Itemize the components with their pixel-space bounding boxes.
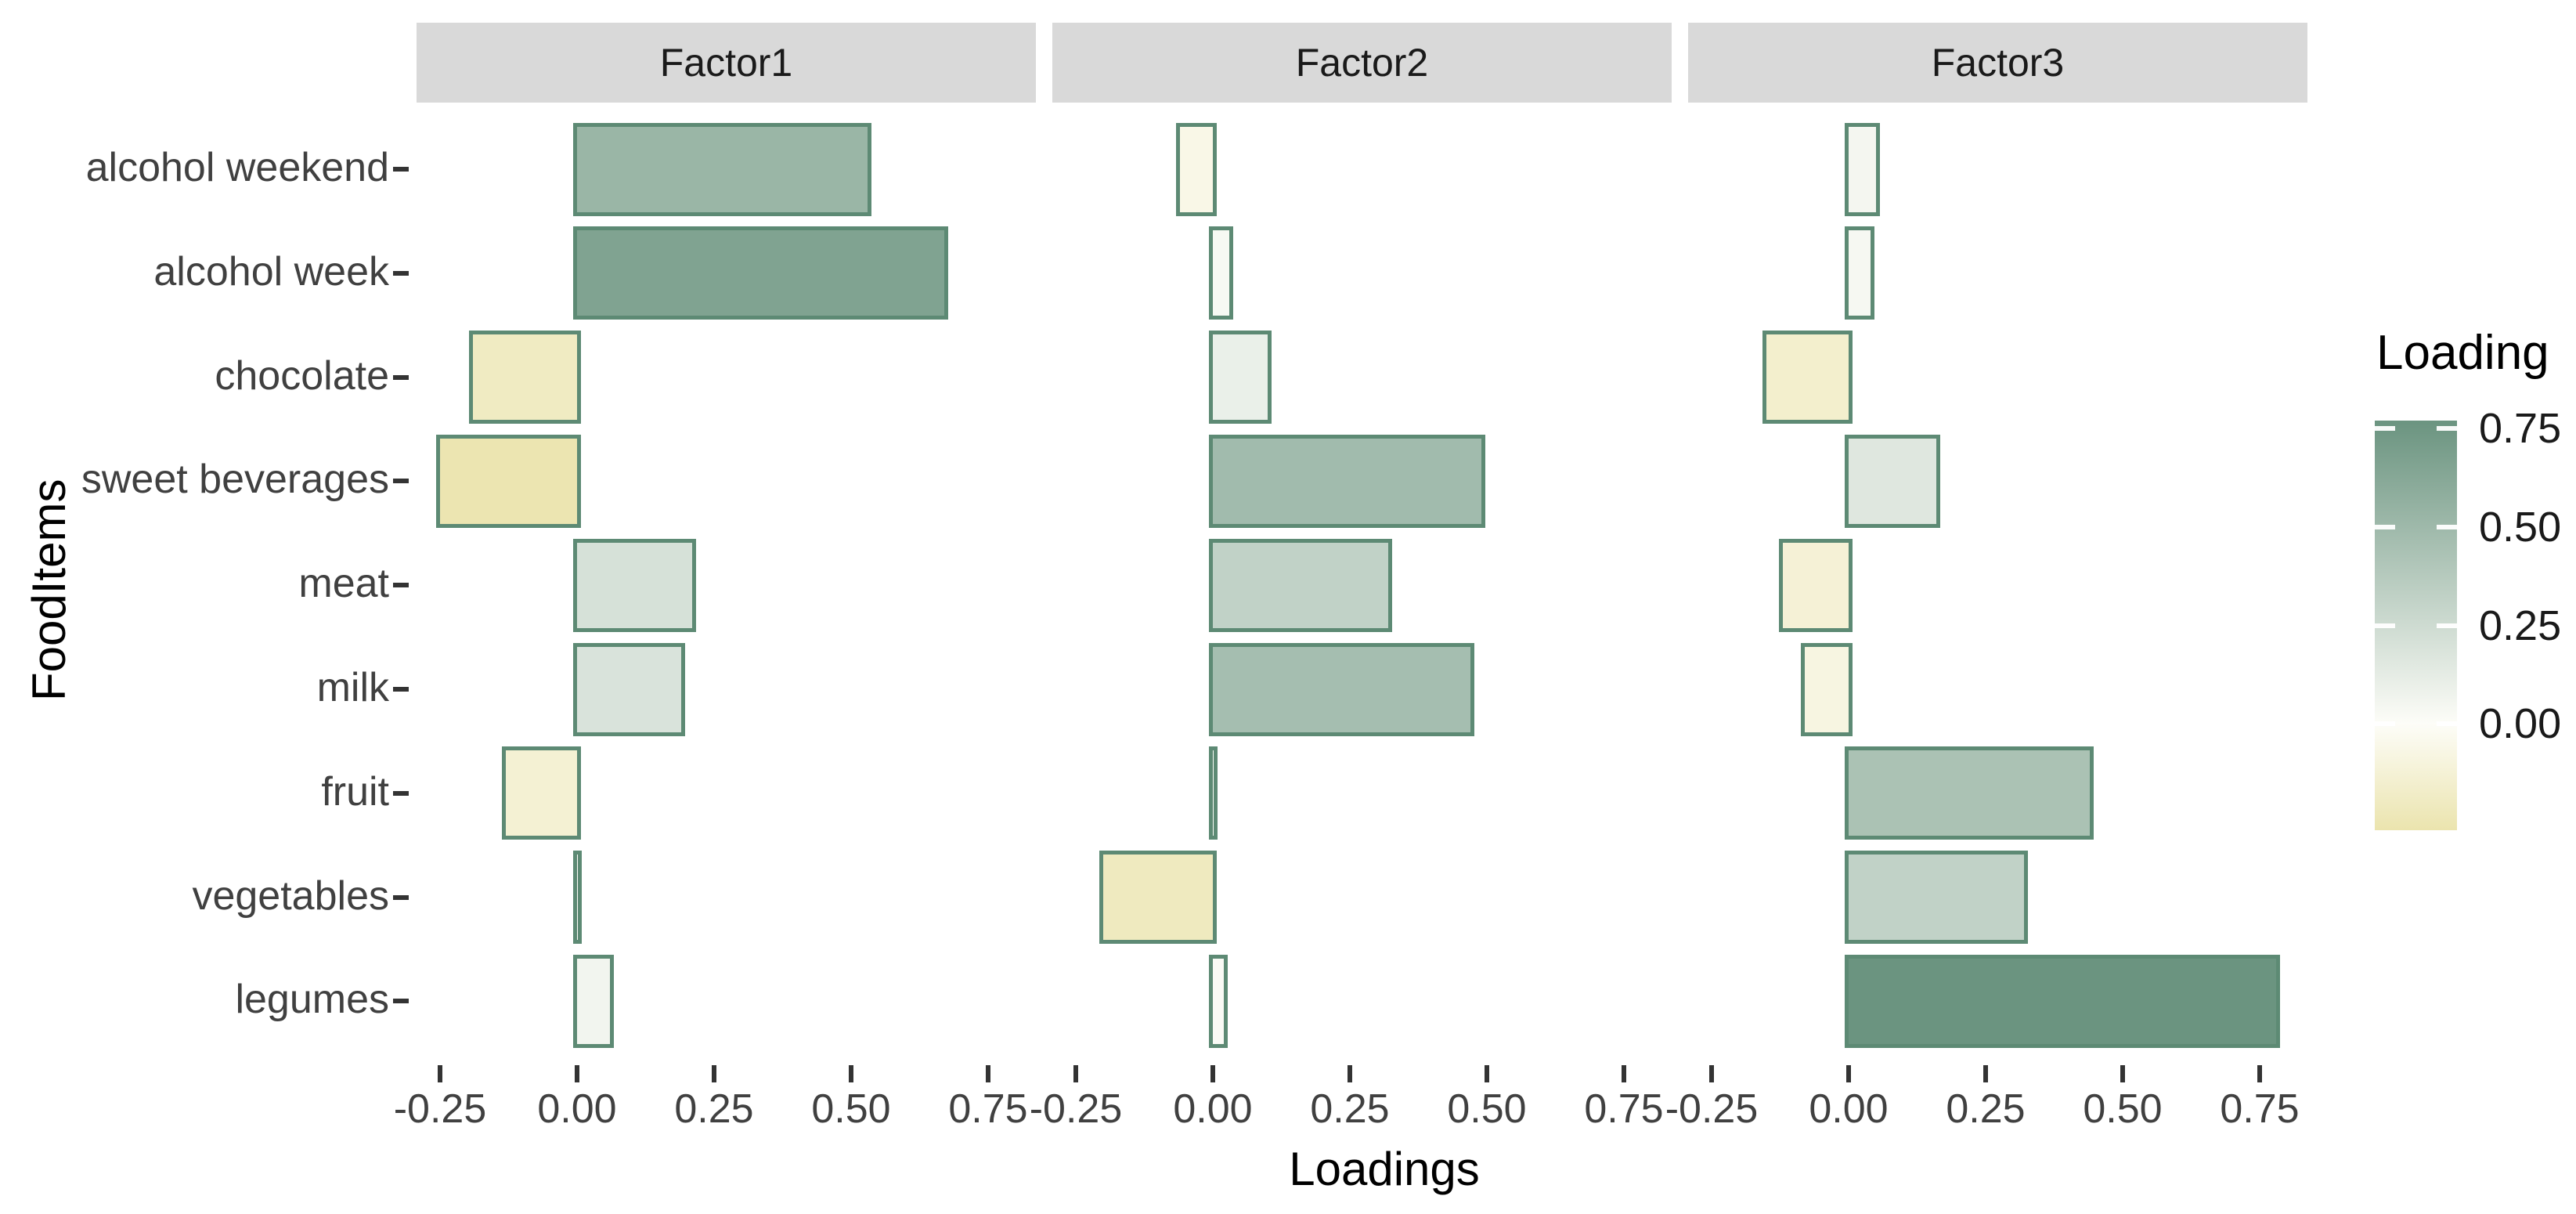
- y-tick-mark: [393, 687, 409, 692]
- x-axis-title: Loadings: [1289, 1143, 1480, 1195]
- bar-chocolate-factor2: [1209, 331, 1272, 425]
- x-tick-mark: [1485, 1065, 1489, 1082]
- bar-sweet-beverages-factor2: [1209, 434, 1485, 528]
- y-tick-mark: [393, 999, 409, 1004]
- y-label-fruit: fruit: [321, 768, 389, 815]
- facet-panel-factor1: [417, 103, 1036, 1065]
- x-tick-label: 0.00: [1173, 1086, 1253, 1132]
- bar-meat-factor2: [1209, 538, 1392, 632]
- bar-sweet-beverages-factor1: [436, 434, 581, 528]
- legend-tick-left: [2375, 721, 2395, 727]
- y-label-legumes: legumes: [235, 977, 389, 1023]
- x-tick-label: 0.75: [948, 1086, 1028, 1132]
- bar-legumes-factor3: [1845, 954, 2280, 1048]
- facet-panel-factor3: [1688, 103, 2307, 1065]
- bar-legumes-factor2: [1209, 954, 1228, 1048]
- bar-milk-factor1: [573, 642, 685, 736]
- x-tick-label: 0.25: [1310, 1086, 1390, 1132]
- x-tick-label: 0.00: [537, 1086, 617, 1132]
- y-tick-mark: [393, 167, 409, 172]
- bar-chocolate-factor3: [1762, 331, 1853, 425]
- x-tick-mark: [2257, 1065, 2262, 1082]
- x-tick-label: -0.25: [1665, 1086, 1759, 1132]
- facet-strip-factor3: Factor3: [1688, 23, 2307, 103]
- legend-tick-left: [2375, 426, 2395, 432]
- legend-tick-left: [2375, 623, 2395, 628]
- bar-milk-factor2: [1209, 642, 1474, 736]
- y-tick-mark: [393, 583, 409, 588]
- bar-alcohol-weekend-factor2: [1176, 122, 1217, 216]
- x-tick-mark: [1622, 1065, 1626, 1082]
- y-tick-mark: [393, 479, 409, 484]
- bar-fruit-factor2: [1209, 746, 1218, 840]
- bar-meat-factor3: [1779, 538, 1853, 632]
- y-label-alcohol-week: alcohol week: [153, 248, 389, 294]
- x-tick-label: -0.25: [393, 1086, 487, 1132]
- legend-tick-left: [2375, 524, 2395, 529]
- y-label-alcohol-weekend: alcohol weekend: [85, 145, 389, 190]
- y-tick-mark: [393, 270, 409, 276]
- legend-tick-label: 0.25: [2479, 602, 2562, 649]
- legend-tick-right: [2437, 623, 2457, 628]
- legend-tick-label: 0.00: [2479, 700, 2562, 748]
- x-tick-label: 0.75: [2220, 1086, 2300, 1132]
- y-tick-mark: [393, 790, 409, 796]
- x-tick-mark: [986, 1065, 990, 1082]
- bar-legumes-factor1: [573, 954, 614, 1048]
- x-tick-label: 0.50: [811, 1086, 891, 1132]
- y-label-milk: milk: [316, 665, 389, 710]
- bar-chocolate-factor1: [469, 331, 581, 425]
- y-tick-mark: [393, 894, 409, 900]
- bar-vegetables-factor2: [1099, 851, 1217, 945]
- x-tick-label: 0.25: [1946, 1086, 2026, 1132]
- bar-milk-factor3: [1801, 642, 1853, 736]
- y-tick-mark: [393, 374, 409, 380]
- y-label-vegetables: vegetables: [192, 873, 389, 919]
- y-label-chocolate: chocolate: [215, 352, 389, 399]
- facet-panel-factor2: [1052, 103, 1672, 1065]
- x-tick-mark: [2120, 1065, 2125, 1082]
- x-tick-label: -0.25: [1029, 1086, 1123, 1132]
- x-tick-mark: [1210, 1065, 1215, 1082]
- bar-alcohol-week-factor3: [1845, 226, 1874, 320]
- bar-fruit-factor1: [502, 746, 581, 840]
- legend-tick-right: [2437, 524, 2457, 529]
- x-tick-mark: [712, 1065, 716, 1082]
- x-tick-label: 0.25: [674, 1086, 754, 1132]
- x-tick-mark: [438, 1065, 442, 1082]
- legend-tick-right: [2437, 721, 2457, 727]
- bar-fruit-factor3: [1845, 746, 2094, 840]
- x-tick-label: 0.75: [1584, 1086, 1664, 1132]
- x-tick-label: 0.50: [2083, 1086, 2163, 1132]
- x-tick-mark: [1709, 1065, 1714, 1082]
- facet-strip-factor2: Factor2: [1052, 23, 1672, 103]
- legend-tick-label: 0.50: [2479, 503, 2562, 551]
- bar-alcohol-weekend-factor3: [1845, 122, 1880, 216]
- bar-alcohol-week-factor2: [1209, 226, 1233, 320]
- bar-alcohol-week-factor1: [573, 226, 948, 320]
- x-tick-label: 0.00: [1809, 1086, 1889, 1132]
- bar-meat-factor1: [573, 538, 696, 632]
- bar-sweet-beverages-factor3: [1845, 434, 1940, 528]
- bar-vegetables-factor3: [1845, 851, 2028, 945]
- legend-title: Loading: [2376, 326, 2549, 380]
- legend-tick-label: 0.75: [2479, 405, 2562, 453]
- x-tick-label: 0.50: [1447, 1086, 1527, 1132]
- x-tick-mark: [1983, 1065, 1988, 1082]
- x-tick-mark: [849, 1065, 853, 1082]
- y-label-sweet-beverages: sweet beverages: [81, 457, 389, 503]
- legend-tick-right: [2437, 426, 2457, 432]
- x-tick-mark: [1846, 1065, 1851, 1082]
- y-label-meat: meat: [298, 561, 389, 607]
- x-tick-mark: [1073, 1065, 1078, 1082]
- x-tick-mark: [1348, 1065, 1352, 1082]
- bar-vegetables-factor1: [573, 851, 582, 945]
- x-tick-mark: [575, 1065, 579, 1082]
- facet-strip-factor1: Factor1: [417, 23, 1036, 103]
- bar-alcohol-weekend-factor1: [573, 122, 871, 216]
